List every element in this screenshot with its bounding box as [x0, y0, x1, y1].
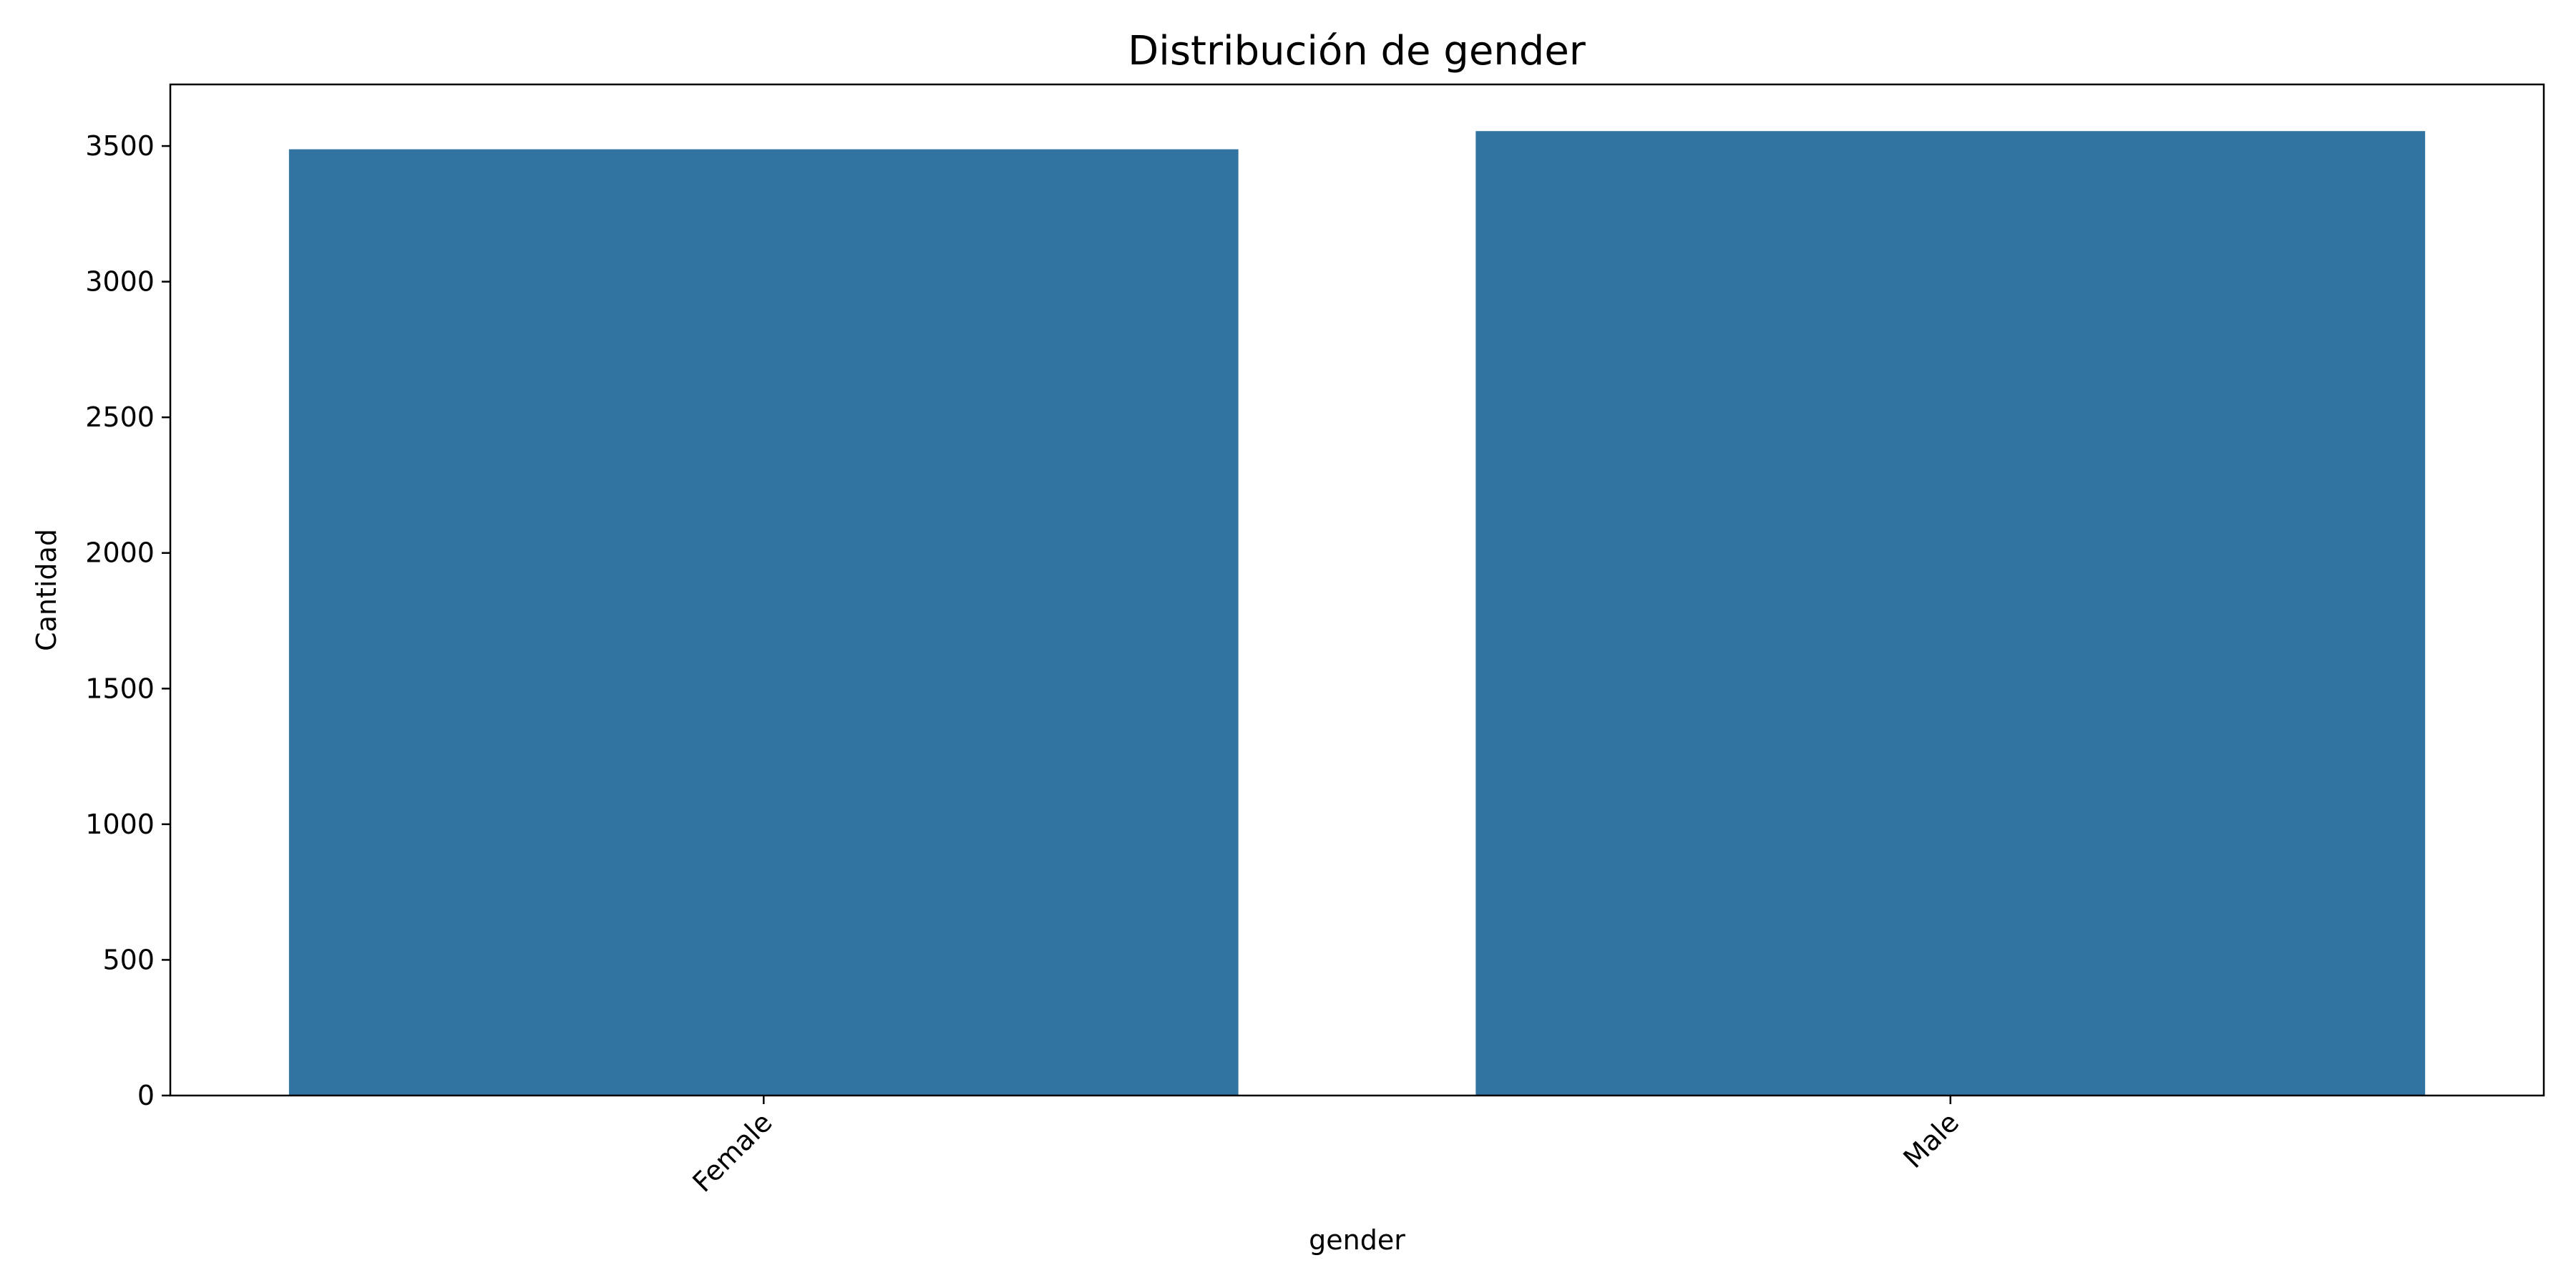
y-tick-label: 1000 [85, 809, 155, 840]
y-tick-label: 3000 [85, 266, 155, 298]
y-axis-ticks: 0 500 1000 1500 2000 2500 3000 3500 [85, 130, 170, 1111]
chart-title: Distribución de gender [1128, 28, 1586, 74]
y-tick-label: 1500 [85, 673, 155, 704]
y-tick-label: 2000 [85, 537, 155, 569]
y-tick-label: 0 [137, 1080, 155, 1111]
x-tick-label: Male [1897, 1106, 1965, 1174]
x-axis-ticks: Female Male [686, 1096, 1965, 1199]
plot-frame [169, 83, 2545, 1097]
y-tick-label: 500 [102, 944, 155, 975]
y-tick-label: 2500 [85, 401, 155, 433]
bar-female [288, 149, 1239, 1096]
x-tick-label: Female [686, 1106, 778, 1198]
y-tick-label: 3500 [85, 130, 155, 162]
y-axis-label: Cantidad [31, 529, 62, 651]
x-axis-label: gender [1309, 1224, 1405, 1256]
bar-male [1475, 131, 2426, 1096]
bars-group [288, 131, 2426, 1096]
